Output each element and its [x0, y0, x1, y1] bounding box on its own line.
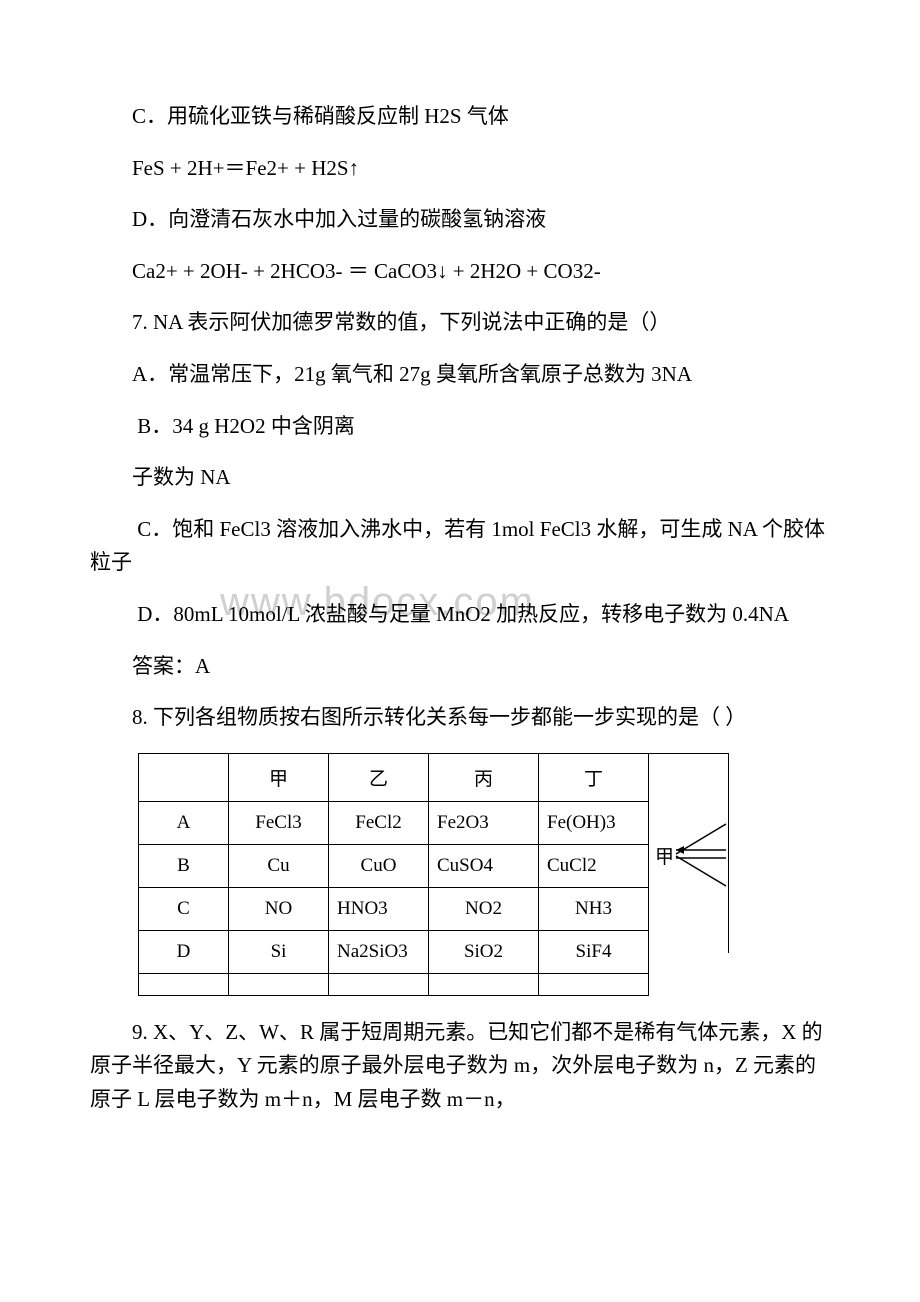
table-header-blank — [139, 753, 229, 801]
option-d-q6: D．向澄清石灰水中加入过量的碳酸氢钠溶液 — [90, 203, 830, 237]
table-cell: D — [139, 930, 229, 973]
option-d-q7: D．80mL 10mol/L 浓盐酸与足量 MnO2 加热反应，转移电子数为 0… — [90, 598, 830, 632]
table-row: A FeCl3 FeCl2 Fe2O3 Fe(OH)3 — [139, 801, 649, 844]
table-header-ding: 丁 — [539, 753, 649, 801]
option-b-q7-part1: B．34 g H2O2 中含阴离 — [90, 410, 830, 444]
table-cell: Si — [229, 930, 329, 973]
question-7: 7. NA 表示阿伏加德罗常数的值，下列说法中正确的是（） — [90, 306, 830, 340]
table-cell: Cu — [229, 844, 329, 887]
conversion-diagram: 甲 — [649, 753, 729, 953]
table-cell: NO2 — [429, 887, 539, 930]
table-and-diagram-wrap: 甲 乙 丙 丁 A FeCl3 FeCl2 Fe2O3 Fe(OH)3 B Cu… — [138, 753, 830, 996]
answer-label: 答案： — [132, 654, 195, 678]
table-cell-empty — [229, 973, 329, 995]
document-content: C．用硫化亚铁与稀硝酸反应制 H2S 气体 FeS + 2H+＝Fe2+ + H… — [90, 100, 830, 1117]
equation-ca: Ca2+ + 2OH- + 2HCO3- ＝ CaCO3↓ + 2H2O + C… — [90, 255, 830, 289]
question-8: 8. 下列各组物质按右图所示转化关系每一步都能一步实现的是（ ） — [90, 701, 830, 735]
table-cell: CuSO4 — [429, 844, 539, 887]
table-header-jia: 甲 — [229, 753, 329, 801]
table-cell-empty — [329, 973, 429, 995]
option-a-q7: A．常温常压下，21g 氧气和 27g 臭氧所含氧原子总数为 3NA — [90, 358, 830, 392]
option-c-q7-text: C．饱和 FeCl3 溶液加入沸水中，若有 1mol FeCl3 水解，可生成 … — [90, 517, 825, 575]
option-c-q7: C．饱和 FeCl3 溶液加入沸水中，若有 1mol FeCl3 水解，可生成 … — [90, 513, 830, 580]
table-row: D Si Na2SiO3 SiO2 SiF4 — [139, 930, 649, 973]
table-header-bing: 丙 — [429, 753, 539, 801]
substances-table: 甲 乙 丙 丁 A FeCl3 FeCl2 Fe2O3 Fe(OH)3 B Cu… — [138, 753, 649, 996]
table-cell: C — [139, 887, 229, 930]
answer-line-q7: 答案：A — [90, 650, 830, 684]
option-c-q6: C．用硫化亚铁与稀硝酸反应制 H2S 气体 — [90, 100, 830, 134]
diagram-arrows-icon — [671, 814, 731, 894]
table-cell: Na2SiO3 — [329, 930, 429, 973]
table-cell: FeCl3 — [229, 801, 329, 844]
table-header-row: 甲 乙 丙 丁 — [139, 753, 649, 801]
table-cell-empty — [429, 973, 539, 995]
table-cell: FeCl2 — [329, 801, 429, 844]
table-cell-empty — [139, 973, 229, 995]
table-row: C NO HNO3 NO2 NH3 — [139, 887, 649, 930]
table-cell: Fe(OH)3 — [539, 801, 649, 844]
table-cell: B — [139, 844, 229, 887]
table-cell: NO — [229, 887, 329, 930]
table-cell: CuO — [329, 844, 429, 887]
table-cell: SiF4 — [539, 930, 649, 973]
table-cell: NH3 — [539, 887, 649, 930]
answer-value: A — [195, 654, 210, 678]
table-row: B Cu CuO CuSO4 CuCl2 — [139, 844, 649, 887]
table-cell-empty — [539, 973, 649, 995]
table-cell: HNO3 — [329, 887, 429, 930]
table-cell: A — [139, 801, 229, 844]
option-b-q7-part2: 子数为 NA — [90, 461, 830, 495]
table-header-yi: 乙 — [329, 753, 429, 801]
table-empty-row — [139, 973, 649, 995]
table-cell: CuCl2 — [539, 844, 649, 887]
equation-fes: FeS + 2H+＝Fe2+ + H2S↑ — [90, 152, 830, 186]
question-9: 9. X、Y、Z、W、R 属于短周期元素。已知它们都不是稀有气体元素，X 的原子… — [90, 1016, 830, 1117]
table-cell: Fe2O3 — [429, 801, 539, 844]
table-cell: SiO2 — [429, 930, 539, 973]
